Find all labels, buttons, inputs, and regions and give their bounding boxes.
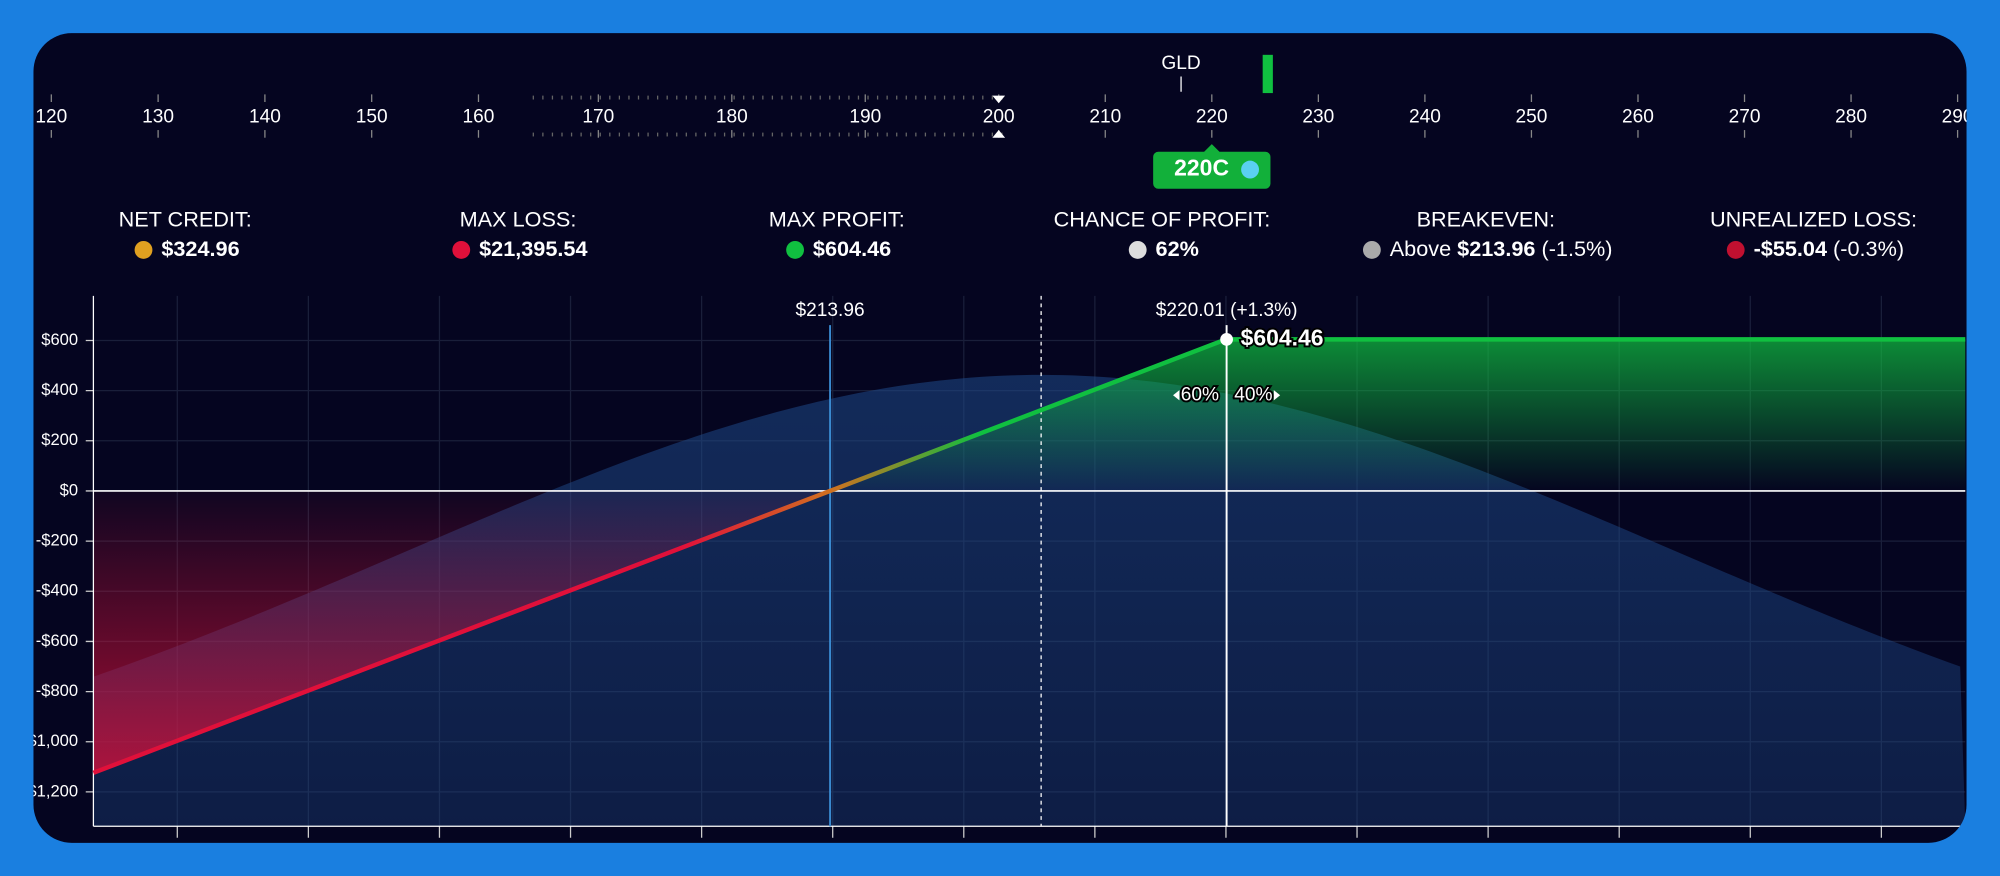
stat-label: UNREALIZED LOSS: xyxy=(1710,206,1917,231)
stat-number: $324.96 xyxy=(161,236,239,261)
stat-value: -$55.04 (-0.3%) xyxy=(1754,236,1904,261)
volume-bar xyxy=(1262,54,1273,94)
strike-badge xyxy=(1153,144,1271,189)
stat-prefix: Above xyxy=(1390,236,1451,261)
stat-number: 62% xyxy=(1156,236,1199,261)
stat-label: BREAKEVEN: xyxy=(1417,206,1555,231)
y-tick-label: -$200 xyxy=(36,530,78,549)
ruler-label: 220 xyxy=(1196,106,1228,127)
max-label: $604.46 xyxy=(1241,324,1324,350)
y-tick-label: $400 xyxy=(41,380,78,399)
ruler-label: 170 xyxy=(582,106,614,127)
stat-suffix: (-0.3%) xyxy=(1833,236,1904,261)
stat-label: MAX PROFIT: xyxy=(769,206,905,231)
y-tick-label: -$400 xyxy=(36,581,78,600)
y-tick-label: $200 xyxy=(41,430,78,449)
strike-label: 220C xyxy=(1174,155,1229,181)
stat-icon xyxy=(452,240,471,259)
stat-icon xyxy=(786,240,805,259)
stat-suffix: (-1.5%) xyxy=(1542,236,1613,261)
stat-icon xyxy=(1726,240,1745,259)
ruler-label: 260 xyxy=(1622,106,1654,127)
ruler-label: 140 xyxy=(249,106,281,127)
y-tick-label: -$1,200 xyxy=(22,781,78,800)
y-tick-label: -$600 xyxy=(36,631,78,650)
stat-value: $21,395.54 xyxy=(479,236,587,261)
loss-area xyxy=(93,490,831,773)
ruler-label: 230 xyxy=(1302,106,1334,127)
stat-value: 62% xyxy=(1156,236,1199,261)
stat-icon xyxy=(134,240,153,259)
stat-number: $604.46 xyxy=(813,236,891,261)
stat-icon xyxy=(1362,240,1381,259)
prob-left: 60% xyxy=(1181,384,1219,405)
y-tick-label: -$1,000 xyxy=(22,731,78,750)
profit-area xyxy=(830,339,1966,491)
strike-icon xyxy=(1241,160,1259,179)
ruler-label: 280 xyxy=(1835,106,1867,127)
breakeven-label: $213.96 xyxy=(796,300,865,321)
selected-label: $220.01 (+1.3%) xyxy=(1156,300,1298,321)
stat-label: MAX LOSS: xyxy=(460,206,577,231)
ruler-label: 270 xyxy=(1729,106,1761,127)
stat-icon xyxy=(1128,240,1147,259)
stat-value: $604.46 xyxy=(813,236,891,261)
stat-number: -$55.04 xyxy=(1754,236,1827,261)
ruler-label: 210 xyxy=(1089,106,1121,127)
stat-number: $213.96 xyxy=(1457,236,1535,261)
ruler-label: 120 xyxy=(35,106,67,127)
stat-number: $21,395.54 xyxy=(479,236,587,261)
stat-label: CHANCE OF PROFIT: xyxy=(1054,206,1271,231)
stat-label: NET CREDIT: xyxy=(119,206,252,231)
symbol: GLD xyxy=(1161,53,1200,74)
stat-value: $324.96 xyxy=(161,236,239,261)
max-point xyxy=(1220,332,1233,346)
ruler-label: 200 xyxy=(983,106,1015,127)
ruler-label: 130 xyxy=(142,106,174,127)
marker xyxy=(992,95,1006,104)
ruler-label: 150 xyxy=(356,106,388,127)
y-tick-label: -$800 xyxy=(36,681,78,700)
ruler-label: 180 xyxy=(716,106,748,127)
prob-right: 40% xyxy=(1234,384,1272,405)
marker xyxy=(992,130,1006,138)
ruler-label: 160 xyxy=(463,106,495,127)
stat-value: Above $213.96 (-1.5%) xyxy=(1390,236,1613,261)
ruler-label: 290 xyxy=(1942,106,1974,127)
ruler-label: 250 xyxy=(1515,106,1547,127)
y-tick-label: $600 xyxy=(41,330,78,349)
y-tick-label: $0 xyxy=(60,480,78,499)
ruler-label: 190 xyxy=(849,106,881,127)
payoff-line xyxy=(92,337,1966,775)
ruler-label: 240 xyxy=(1409,106,1441,127)
